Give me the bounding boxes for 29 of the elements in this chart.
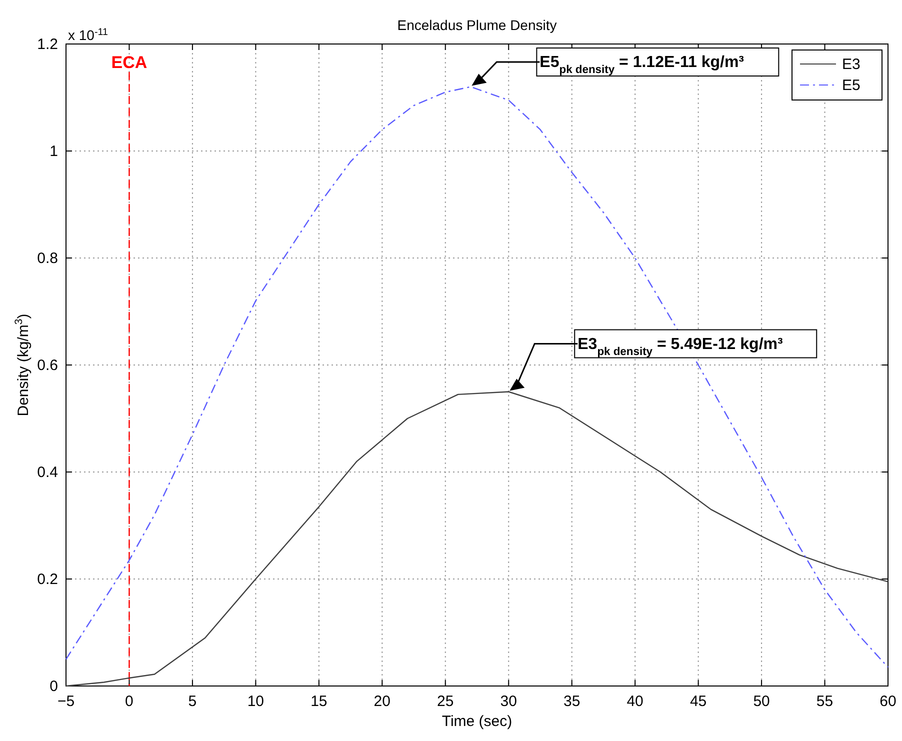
text: x 10$^{-11}$ — [68, 26, 108, 43]
legend-label: E5 — [842, 77, 860, 94]
x-tick-label: 20 — [374, 693, 390, 710]
y-tick-label: 1.2 — [37, 36, 58, 53]
x-tick-label: 30 — [500, 693, 517, 710]
x-tick-label: 5 — [188, 693, 197, 710]
ref-line-label: ECA — [111, 53, 148, 72]
x-tick-label: 50 — [753, 693, 770, 710]
annotation: E5$_{pk density}$ = 1.12E-11 kg/m³ — [540, 54, 744, 76]
y-tick-label: 0.2 — [37, 571, 58, 588]
y-tick-label: 0 — [50, 678, 58, 695]
y-tick-label: 0.4 — [37, 464, 58, 481]
x-axis-title: Time (sec) — [442, 713, 512, 730]
legend-label: E3 — [842, 56, 860, 73]
x-tick-label: 45 — [690, 693, 707, 710]
x-tick-label: 55 — [816, 693, 834, 710]
y-tick-label: 0.8 — [37, 250, 58, 267]
y-tick-label: 1 — [50, 143, 58, 160]
annotation: E3$_{pk density}$ = 5.49E-12 kg/m³ — [578, 336, 783, 358]
x-tick-label: 40 — [626, 693, 644, 710]
x-tick-label: 0 — [125, 693, 134, 710]
x-tick-label: 10 — [247, 693, 264, 710]
chart-title: Enceladus Plume Density — [397, 17, 557, 33]
x-tick-label: 15 — [310, 693, 328, 710]
y-tick-label: 0.6 — [37, 357, 58, 374]
x-tick-label: −5 — [57, 693, 75, 710]
x-tick-label: 25 — [437, 693, 454, 710]
x-tick-label: 60 — [880, 693, 896, 710]
x-tick-label: 35 — [564, 693, 580, 710]
